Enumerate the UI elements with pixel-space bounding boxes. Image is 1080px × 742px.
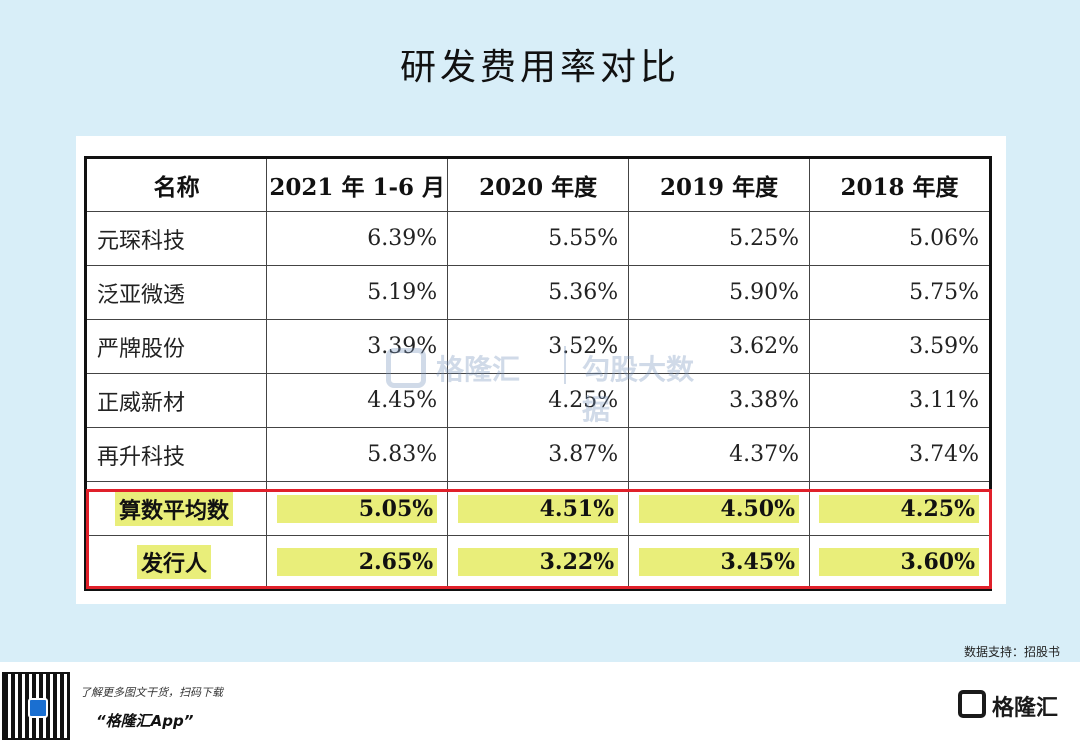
app-logo-icon — [28, 698, 48, 718]
value-cell: 3.59% — [809, 319, 991, 374]
value-cell: 4.51% — [458, 494, 619, 523]
value-cell: 4.25% — [819, 494, 979, 523]
value-cell: 5.05% — [277, 494, 438, 523]
footer-app-name: “格隆汇App” — [96, 712, 194, 730]
table-row: 再升科技 5.83% 3.87% 4.37% 3.74% — [84, 427, 991, 482]
value-cell: 6.39% — [266, 211, 449, 266]
data-source: 数据支持：招股书 — [963, 645, 1060, 659]
header-2020: 2020 年度 — [447, 157, 630, 212]
header-2021h1: 2021 年 1-6 月 — [266, 157, 449, 212]
header-name: 名称 — [84, 157, 268, 212]
value-cell: 3.38% — [628, 373, 811, 428]
value-cell: 5.83% — [266, 427, 449, 482]
value-cell: 3.74% — [809, 427, 991, 482]
value-cell: 5.19% — [266, 265, 449, 320]
value-cell: 3.45% — [639, 548, 800, 576]
rd-expense-ratio-table: 名称 2021 年 1-6 月 2020 年度 2019 年度 2018 年度 … — [84, 156, 992, 591]
company-name: 严牌股份 — [84, 319, 268, 374]
table-row: 元琛科技 6.39% 5.55% 5.25% 5.06% — [84, 211, 991, 266]
table-row: 泛亚微透 5.19% 5.36% 5.90% 5.75% — [84, 265, 991, 320]
value-cell: 4.50% — [639, 494, 800, 523]
company-name: 元琛科技 — [84, 211, 268, 266]
table-card: 名称 2021 年 1-6 月 2020 年度 2019 年度 2018 年度 … — [76, 136, 1006, 604]
header-2018: 2018 年度 — [809, 157, 991, 212]
value-cell: 5.90% — [628, 265, 811, 320]
value-cell: 3.52% — [447, 319, 630, 374]
value-cell: 3.87% — [447, 427, 630, 482]
value-cell: 4.45% — [266, 373, 449, 428]
value-cell: 4.37% — [628, 427, 811, 482]
page-title: 研发费用率对比 — [399, 47, 680, 88]
table-row: 严牌股份 3.39% 3.52% 3.62% 3.59% — [84, 319, 991, 374]
value-cell: 5.36% — [447, 265, 630, 320]
value-cell: 5.06% — [809, 211, 991, 266]
company-name: 泛亚微透 — [84, 265, 268, 320]
value-cell: 3.60% — [819, 548, 979, 576]
average-row: 算数平均数 5.05% 4.51% 4.50% 4.25% — [84, 481, 991, 536]
table-row: 正威新材 4.45% 4.25% 3.38% 3.11% — [84, 373, 991, 428]
value-cell: 3.62% — [628, 319, 811, 374]
company-name: 正威新材 — [84, 373, 268, 428]
footer: 了解更多图文干货，扫码下载 “格隆汇App” 格隆汇 — [0, 662, 1080, 742]
issuer-row: 发行人 2.65% 3.22% 3.45% 3.60% — [84, 535, 991, 590]
value-cell: 5.55% — [447, 211, 630, 266]
value-cell: 3.22% — [458, 548, 619, 576]
brand-g-icon — [958, 690, 986, 718]
value-cell: 3.39% — [266, 319, 449, 374]
value-cell: 3.11% — [809, 373, 991, 428]
footer-tagline: 了解更多图文干货，扫码下载 — [80, 686, 223, 699]
value-cell: 4.25% — [447, 373, 630, 428]
value-cell: 2.65% — [277, 548, 438, 576]
value-cell: 5.75% — [809, 265, 991, 320]
brand-logo: 格隆汇 — [958, 684, 1068, 724]
header-2019: 2019 年度 — [628, 157, 811, 212]
company-name: 再升科技 — [84, 427, 268, 482]
brand-logo-text: 格隆汇 — [992, 696, 1059, 721]
value-cell: 5.25% — [628, 211, 811, 266]
qr-code-icon[interactable] — [2, 672, 70, 740]
issuer-label: 发行人 — [137, 545, 212, 579]
table-header-row: 名称 2021 年 1-6 月 2020 年度 2019 年度 2018 年度 — [84, 157, 991, 212]
average-label: 算数平均数 — [115, 491, 234, 526]
